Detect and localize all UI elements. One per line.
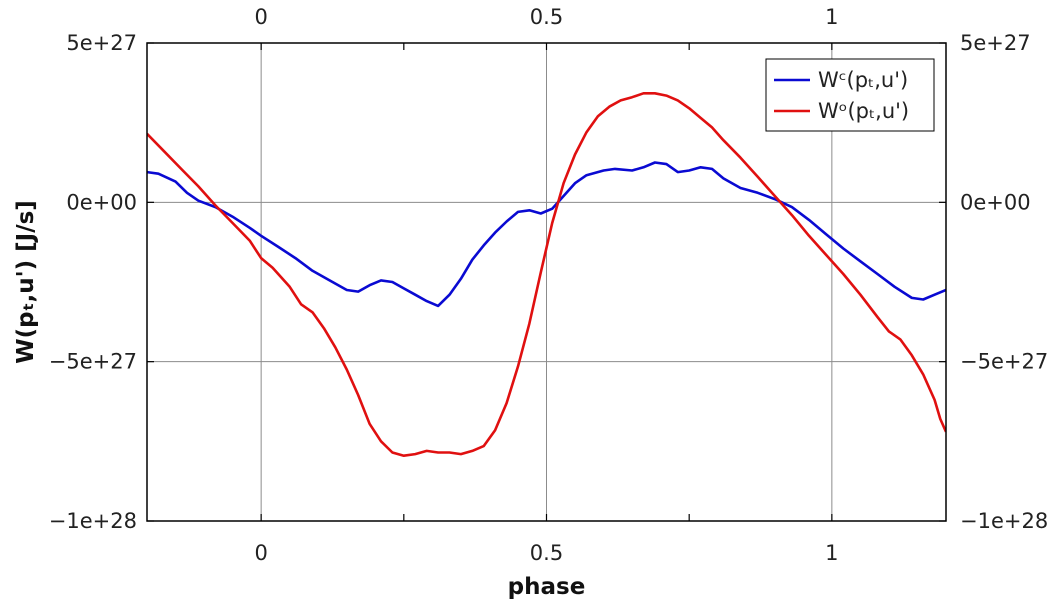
- tick-labels: 0 0 0.5 0.5 1 1 5e+27 5e+27 0e+00 0e+00 −5e+27 −5e+…: [49, 5, 1048, 565]
- legend-label-2: Wᵒ(pₜ,u'): [818, 99, 909, 123]
- x-tick-label-top: 1: [825, 5, 838, 29]
- x-tick-label-bottom: 0: [254, 541, 267, 565]
- series-line-1: [147, 161, 946, 308]
- y-tick-label-left: 0e+00: [66, 190, 137, 214]
- x-axis-title: phase: [508, 574, 586, 600]
- y-tick-label-left: −5e+27: [49, 350, 137, 374]
- y-axis-title: W(pₜ,u') [J/s]: [13, 200, 39, 364]
- plot-frame: [146, 42, 947, 522]
- y-tick-label-right: −1e+28: [960, 509, 1048, 533]
- legend-label-1: Wᶜ(pₜ,u'): [818, 68, 908, 92]
- x-tick-label-top: 0: [254, 5, 267, 29]
- x-tick-label-bottom: 0.5: [530, 541, 563, 565]
- legend-box: [765, 58, 935, 132]
- y-tick-label-right: −5e+27: [960, 350, 1048, 374]
- y-tick-label-right: 5e+27: [960, 31, 1031, 55]
- x-tick-label-top: 0.5: [530, 5, 563, 29]
- series-line-2: [147, 92, 946, 457]
- y-tick-label-right: 0e+00: [960, 190, 1031, 214]
- y-tick-label-left: −1e+28: [49, 509, 137, 533]
- x-tick-label-bottom: 1: [825, 541, 838, 565]
- series-layer: [147, 92, 946, 457]
- y-tick-label-left: 5e+27: [66, 31, 137, 55]
- legend: Wᶜ(pₜ,u') Wᵒ(pₜ,u'): [765, 58, 935, 132]
